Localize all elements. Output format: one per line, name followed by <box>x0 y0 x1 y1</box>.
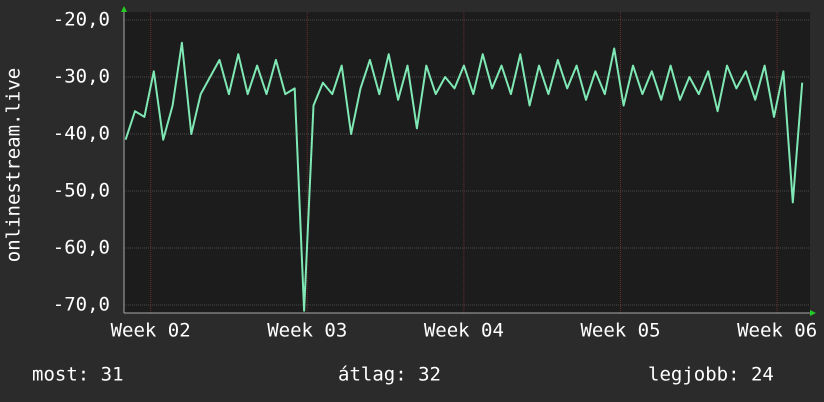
y-tick-label: -20,0 <box>53 8 110 30</box>
y-tick-label: -60,0 <box>53 237 110 259</box>
y-tick-label: -50,0 <box>53 180 110 202</box>
y-tick-label: -30,0 <box>53 65 110 87</box>
x-tick-label: Week 04 <box>424 320 504 342</box>
plot-area <box>124 12 810 313</box>
y-tick-label: -40,0 <box>53 122 110 144</box>
x-tick-label: Week 02 <box>111 320 191 342</box>
x-tick-label: Week 03 <box>267 320 347 342</box>
stat-average: átlag: 32 <box>338 364 441 386</box>
axis-arrow <box>810 310 816 316</box>
y-tick-label: -70,0 <box>53 294 110 316</box>
marks <box>124 41 804 312</box>
stat-current: most: 31 <box>32 364 124 386</box>
axis-arrow <box>121 6 127 12</box>
data-line <box>124 41 804 312</box>
x-tick-label: Week 06 <box>737 320 817 342</box>
stat-best: legjobb: 24 <box>648 364 774 386</box>
y-axis-label: onlinestream.live <box>3 68 25 262</box>
x-tick-label: Week 05 <box>580 320 660 342</box>
